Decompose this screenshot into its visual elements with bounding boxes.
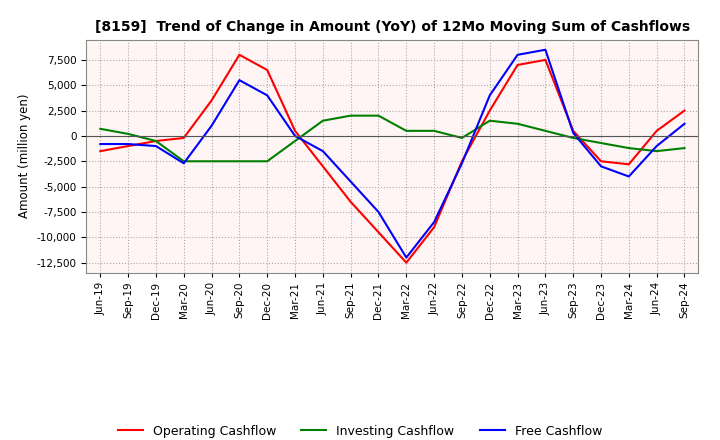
Free Cashflow [652, 143, 661, 149]
Investing Cashflow [680, 146, 689, 151]
Free Cashflow [430, 220, 438, 225]
Investing Cashflow [458, 136, 467, 141]
Operating Cashflow [597, 159, 606, 164]
Operating Cashflow [541, 57, 550, 62]
Operating Cashflow [624, 161, 633, 167]
Free Cashflow [152, 143, 161, 149]
Operating Cashflow [152, 138, 161, 143]
Free Cashflow [263, 93, 271, 98]
Operating Cashflow [96, 148, 104, 154]
Title: [8159]  Trend of Change in Amount (YoY) of 12Mo Moving Sum of Cashflows: [8159] Trend of Change in Amount (YoY) o… [95, 20, 690, 34]
Free Cashflow [207, 123, 216, 128]
Free Cashflow [179, 161, 188, 166]
Free Cashflow [624, 174, 633, 179]
Investing Cashflow [374, 113, 383, 118]
Operating Cashflow [569, 128, 577, 133]
Investing Cashflow [346, 113, 355, 118]
Free Cashflow [318, 148, 327, 154]
Investing Cashflow [513, 121, 522, 126]
Investing Cashflow [652, 148, 661, 154]
Line: Operating Cashflow: Operating Cashflow [100, 55, 685, 263]
Free Cashflow [513, 52, 522, 58]
Investing Cashflow [430, 128, 438, 133]
Free Cashflow [402, 255, 410, 260]
Operating Cashflow [680, 108, 689, 113]
Free Cashflow [291, 133, 300, 139]
Operating Cashflow [207, 98, 216, 103]
Operating Cashflow [430, 224, 438, 230]
Investing Cashflow [402, 128, 410, 133]
Investing Cashflow [624, 146, 633, 151]
Free Cashflow [458, 161, 467, 166]
Free Cashflow [597, 164, 606, 169]
Free Cashflow [541, 47, 550, 52]
Operating Cashflow [124, 143, 132, 149]
Investing Cashflow [541, 128, 550, 133]
Operating Cashflow [346, 199, 355, 205]
Investing Cashflow [179, 159, 188, 164]
Free Cashflow [235, 77, 243, 83]
Operating Cashflow [513, 62, 522, 68]
Operating Cashflow [318, 164, 327, 169]
Investing Cashflow [569, 136, 577, 141]
Investing Cashflow [235, 159, 243, 164]
Free Cashflow [374, 209, 383, 215]
Legend: Operating Cashflow, Investing Cashflow, Free Cashflow: Operating Cashflow, Investing Cashflow, … [113, 420, 607, 440]
Investing Cashflow [124, 131, 132, 136]
Investing Cashflow [597, 140, 606, 146]
Investing Cashflow [318, 118, 327, 123]
Investing Cashflow [485, 118, 494, 123]
Line: Investing Cashflow: Investing Cashflow [100, 116, 685, 161]
Investing Cashflow [291, 138, 300, 143]
Investing Cashflow [263, 159, 271, 164]
Operating Cashflow [291, 128, 300, 133]
Y-axis label: Amount (million yen): Amount (million yen) [18, 94, 31, 218]
Operating Cashflow [374, 230, 383, 235]
Operating Cashflow [402, 260, 410, 265]
Free Cashflow [485, 93, 494, 98]
Investing Cashflow [152, 138, 161, 143]
Investing Cashflow [207, 159, 216, 164]
Free Cashflow [569, 130, 577, 136]
Operating Cashflow [485, 108, 494, 113]
Operating Cashflow [235, 52, 243, 58]
Operating Cashflow [458, 159, 467, 164]
Free Cashflow [680, 121, 689, 126]
Free Cashflow [124, 141, 132, 147]
Operating Cashflow [652, 128, 661, 133]
Free Cashflow [346, 179, 355, 184]
Operating Cashflow [263, 67, 271, 73]
Operating Cashflow [179, 136, 188, 141]
Free Cashflow [96, 141, 104, 147]
Line: Free Cashflow: Free Cashflow [100, 50, 685, 257]
Investing Cashflow [96, 126, 104, 132]
